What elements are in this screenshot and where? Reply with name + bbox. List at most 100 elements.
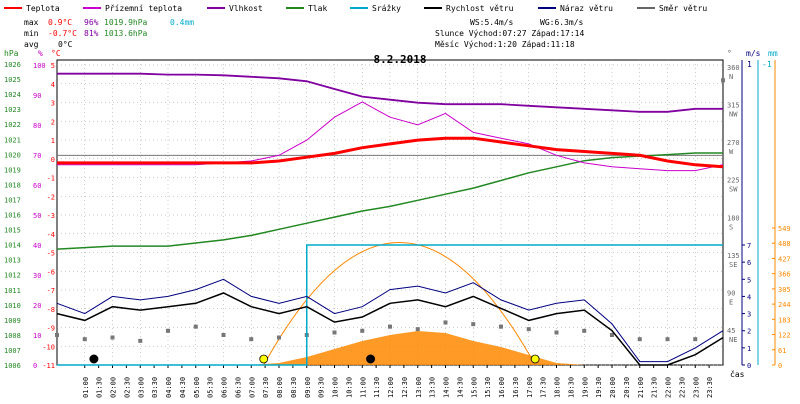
stats-max-label: max: [24, 18, 39, 27]
wind-tick-3: 4: [747, 293, 751, 301]
stats-min-hum: 81%: [84, 29, 99, 38]
dir-label-0: N: [729, 73, 733, 81]
time-tick-42: 22:00: [665, 377, 673, 398]
stats-min-temp: -0.7°C: [48, 29, 77, 38]
press-tick-11: 1015: [4, 227, 21, 235]
press-tick-18: 1008: [4, 332, 21, 340]
series-wind-direction-point-10: [332, 330, 337, 335]
series-temperature-line: [57, 136, 724, 169]
temp-tick-5: 0: [51, 156, 55, 164]
series-wind-direction-point-19: [582, 328, 587, 333]
legend-label-4: Srážky: [372, 4, 401, 13]
axis-units: hPa % °C ° m/s mm 1 -1 čas: [4, 49, 778, 379]
press-tick-19: 1007: [4, 347, 21, 355]
info-block: WS:5.4m/s WG:6.3m/s Slunce Východ:07:27 …: [435, 18, 584, 49]
time-tick-38: 20:00: [609, 377, 617, 398]
wind-unit: m/s: [746, 49, 761, 58]
wind-tick-2: 5: [747, 276, 751, 284]
series-wind-direction-point-6: [221, 333, 226, 337]
hum-tick-10: 0: [33, 362, 37, 370]
time-tick-34: 18:00: [554, 377, 562, 398]
press-tick-2: 1024: [4, 91, 21, 99]
press-tick-5: 1021: [4, 136, 21, 144]
series-layer: [55, 72, 725, 366]
time-tick-39: 20:30: [623, 377, 631, 398]
time-tick-13: 07:30: [262, 377, 270, 398]
time-tick-33: 17:30: [540, 377, 548, 398]
wind-tick-6: 1: [747, 345, 751, 353]
dir-tick-3: 225: [727, 177, 740, 185]
temp-tick-16: -11: [42, 362, 55, 370]
series-wind-direction-point-7: [249, 337, 254, 342]
moonrise-marker: [89, 354, 99, 364]
time-tick-30: 16:00: [498, 377, 506, 398]
sunrise-marker: [259, 354, 269, 364]
info-wg: WG:6.3m/s: [540, 18, 584, 27]
time-tick-8: 05:00: [193, 377, 201, 398]
time-tick-37: 19:30: [595, 377, 603, 398]
time-tick-35: 18:30: [567, 377, 575, 398]
time-tick-40: 21:00: [637, 377, 645, 398]
time-tick-3: 02:30: [123, 377, 131, 398]
series-pressure-line: [56, 152, 723, 250]
time-tick-19: 10:30: [345, 377, 353, 398]
dir-label-2: W: [729, 148, 734, 156]
series-wind-direction-point-18: [554, 330, 559, 335]
info-moon: Měsíc Východ:1:20 Západ:11:18: [435, 40, 575, 49]
time-tick-27: 14:30: [456, 377, 464, 398]
dir-label-5: SE: [729, 261, 737, 269]
temp-tick-9: -4: [47, 231, 55, 239]
press-tick-14: 1012: [4, 272, 21, 280]
series-precipitation-line: [57, 244, 723, 366]
series-wind-direction-point-20: [610, 333, 614, 337]
rain-unit: mm: [768, 49, 778, 58]
press-tick-8: 1018: [4, 181, 21, 189]
series-wind-direction-point-5: [193, 324, 198, 329]
time-tick-23: 12:30: [401, 377, 409, 398]
stats-max-temp: 0.9°C: [48, 18, 72, 27]
press-tick-17: 1009: [4, 317, 21, 325]
hum-tick-3: 70: [33, 152, 41, 160]
time-tick-6: 04:00: [165, 377, 173, 398]
dir-tick-4: 180: [727, 214, 740, 222]
stats-max-hum: 96%: [84, 18, 99, 27]
series-wind-direction-point-2: [110, 335, 115, 340]
hum-tick-8: 20: [33, 302, 41, 310]
time-tick-12: 07:00: [248, 377, 256, 398]
time-tick-32: 17:00: [526, 377, 534, 398]
series-wind-direction-point-11: [360, 328, 365, 333]
time-tick-26: 14:00: [443, 377, 451, 398]
press-tick-7: 1019: [4, 166, 21, 174]
dir-tick-6: 90: [727, 289, 735, 297]
hum-unit: %: [38, 49, 43, 58]
time-tick-20: 11:00: [359, 377, 367, 398]
time-tick-11: 06:30: [234, 377, 242, 398]
time-tick-44: 23:00: [692, 377, 700, 398]
temp-tick-7: -2: [47, 193, 55, 201]
time-tick-45: 23:30: [706, 377, 714, 398]
time-tick-4: 03:00: [137, 377, 145, 398]
dir-tick-0: 360: [727, 64, 740, 72]
stats-avg-label: avg: [24, 40, 39, 49]
press-tick-20: 1006: [4, 362, 21, 370]
press-tick-6: 1020: [4, 151, 21, 159]
stats-min-press: 1013.6hPa: [104, 29, 148, 38]
time-tick-36: 19:00: [581, 377, 589, 398]
hum-tick-9: 10: [33, 332, 41, 340]
press-tick-13: 1013: [4, 257, 21, 265]
solar-tick-4: 305: [778, 286, 791, 294]
stats-max-rain: 0.4mm: [170, 18, 194, 27]
series-wind-direction-point-12: [388, 324, 392, 329]
solar-tick-5: 244: [778, 301, 791, 309]
solar-tick-1: 488: [778, 240, 791, 248]
wind-top-tick: 1: [747, 60, 752, 69]
dir-label-4: S: [729, 223, 733, 231]
temp-tick-0: 5: [51, 62, 55, 70]
axes: 1026102510241023102210211020101910181017…: [4, 61, 791, 398]
legend-label-5: Rychlost větru: [446, 4, 514, 13]
series-wind-gust-line: [56, 278, 724, 363]
press-tick-1: 1025: [4, 76, 21, 84]
time-tick-7: 04:30: [179, 377, 187, 398]
legend-label-3: Tlak: [308, 4, 327, 13]
